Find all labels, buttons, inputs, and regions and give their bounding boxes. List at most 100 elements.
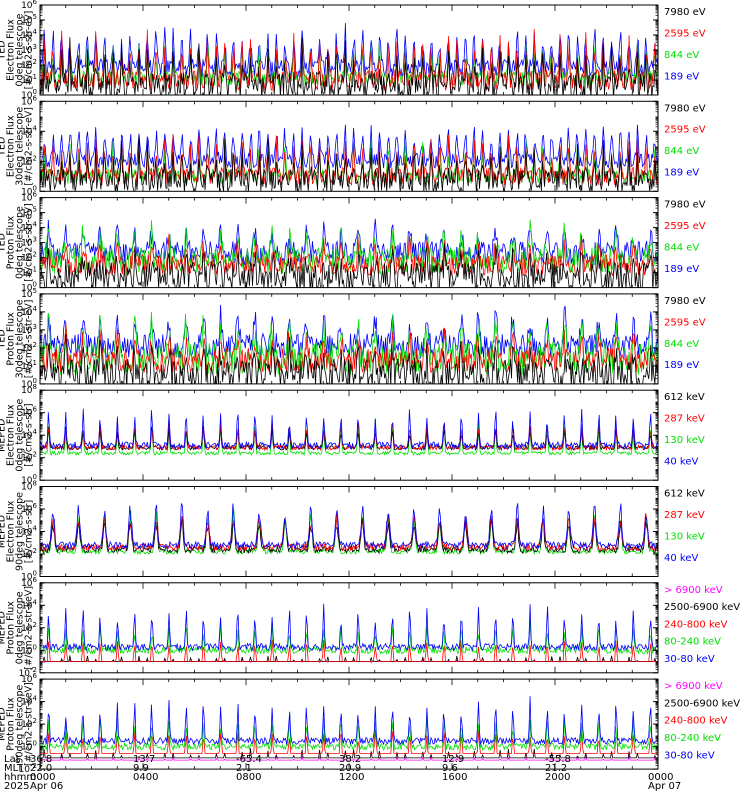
- y-tick-label: 100: [21, 377, 37, 390]
- legend-entry: 240-800 keV: [664, 619, 728, 630]
- footer-row-label: Lat: [4, 754, 20, 765]
- y-tick-label: 10-2: [19, 666, 37, 679]
- panel-5-series: [40, 408, 658, 457]
- footer-value: 0000: [30, 772, 55, 783]
- y-tick-label: 104: [21, 124, 37, 137]
- y-tick-label: 104: [21, 598, 37, 611]
- legend-entry: 2595 eV: [664, 221, 706, 232]
- legend-entry: 7980 eV: [664, 200, 706, 211]
- y-axis-label: MEPEDElectron Flux0deg telescope[#/cm2-s…: [0, 399, 35, 472]
- y-axis-label: MEPEDElectron Flux90deg telescope[#/cm2-…: [0, 492, 35, 571]
- y-tick-label: 100: [21, 281, 37, 294]
- panel-3-series: [40, 218, 658, 288]
- y-tick-label: 108: [21, 480, 37, 493]
- y-tick-label: 102: [21, 451, 37, 464]
- legend-entry: 844 eV: [664, 242, 699, 253]
- legend-entry: 844 eV: [664, 339, 699, 350]
- y-tick-label: 101: [21, 266, 37, 279]
- legend-entry: 30-80 keV: [664, 750, 715, 761]
- series-blue-line: [40, 218, 658, 267]
- series-blue-line: [40, 124, 658, 170]
- panel-8-series: [40, 696, 658, 761]
- legend-entry: 189 eV: [664, 360, 699, 371]
- legend-entry: 7980 eV: [664, 7, 706, 18]
- y-tick-label: 106: [21, 502, 37, 515]
- y-tick-label: 102: [21, 621, 37, 634]
- footer-value: 0400: [133, 772, 158, 783]
- panel-4-series: [40, 304, 658, 384]
- y-tick-label: 106: [21, 672, 37, 685]
- legend-entry: 612 keV: [664, 392, 705, 403]
- y-tick-label: 100: [21, 740, 37, 753]
- footer-value: 13.7: [133, 754, 155, 765]
- legend-entry: > 6900 keV: [664, 681, 723, 692]
- y-tick-label: 100: [21, 570, 37, 583]
- y-axis-label: TEDElectron Flux30deg telescope[#/cm2-s-…: [0, 107, 35, 186]
- legend-entry: 130 keV: [664, 531, 705, 542]
- footer-value: 22.0: [30, 763, 52, 774]
- series-green-line: [40, 416, 658, 457]
- y-tick-label: 103: [21, 323, 37, 336]
- footer-value: 21.2: [545, 763, 567, 774]
- y-tick-label: 108: [21, 383, 37, 396]
- legend-entry: 2595 eV: [664, 28, 706, 39]
- y-tick-label: 106: [21, 576, 37, 589]
- footer-value: 2.1: [236, 763, 252, 774]
- legend-entry: 130 keV: [664, 435, 705, 446]
- series-red-line: [40, 729, 658, 754]
- y-tick-label: 102: [21, 154, 37, 167]
- legend-entry: 7980 eV: [664, 103, 706, 114]
- series-green-line: [40, 716, 658, 752]
- y-tick-label: 103: [21, 43, 37, 56]
- y-tick-label: 100: [21, 88, 37, 101]
- y-tick-label: 104: [21, 305, 37, 318]
- legend-entry: 40 keV: [664, 456, 698, 467]
- y-tick-label: 104: [21, 428, 37, 441]
- footer-row-label: 2025: [4, 781, 29, 792]
- footer-value: 36.8: [30, 754, 52, 765]
- series-red-line: [40, 639, 658, 662]
- footer-value: 1200: [339, 772, 364, 783]
- legend-entry: 240-800 keV: [664, 716, 728, 727]
- y-axis-label: TEDElectron Flux0deg telescope[#/cm2-s-s…: [0, 11, 35, 90]
- y-tick-label: 105: [21, 287, 37, 300]
- legend-entry: 287 keV: [664, 510, 705, 521]
- series-black-line: [40, 37, 658, 95]
- legend-entry: 189 eV: [664, 71, 699, 82]
- y-tick-label: 105: [21, 13, 37, 26]
- legend-entry: 30-80 keV: [664, 654, 715, 665]
- legend-entry: 189 eV: [664, 168, 699, 179]
- footer-value: 12.9: [442, 754, 464, 765]
- footer-value: 9.6: [442, 763, 458, 774]
- series-blue-line: [40, 304, 658, 359]
- legend-entry: 80-240 keV: [664, 637, 721, 648]
- y-tick-label: 104: [21, 695, 37, 708]
- series-red-line: [40, 233, 658, 277]
- y-tick-label: 100: [21, 643, 37, 656]
- series-blue-line: [40, 603, 658, 652]
- series-blue-line: [40, 22, 658, 78]
- legend-entry: 2595 eV: [664, 317, 706, 328]
- series-red-line: [40, 134, 658, 186]
- panel-1-series: [40, 22, 658, 95]
- series-blue-line: [40, 503, 658, 550]
- y-tick-label: 106: [21, 406, 37, 419]
- legend-entry: 7980 eV: [664, 296, 706, 307]
- footer-value: 0800: [236, 772, 261, 783]
- legend-entry: 2500-6900 keV: [664, 698, 740, 709]
- footer-value: 1600: [442, 772, 467, 783]
- panels: 100 101 102 103 104 105 106 TEDElectron Flux0de…: [0, 0, 740, 775]
- legend-entry: 612 keV: [664, 489, 705, 500]
- legend-entry: 287 keV: [664, 414, 705, 425]
- panel-5: 100 102 104 106 108 MEPEDElectron Flux0deg te…: [0, 383, 705, 486]
- panel-7-series: [40, 603, 658, 664]
- legend-entry: 80-240 keV: [664, 733, 721, 744]
- footer-value: 20.9: [339, 763, 361, 774]
- footer-row-label: MLT: [4, 763, 24, 774]
